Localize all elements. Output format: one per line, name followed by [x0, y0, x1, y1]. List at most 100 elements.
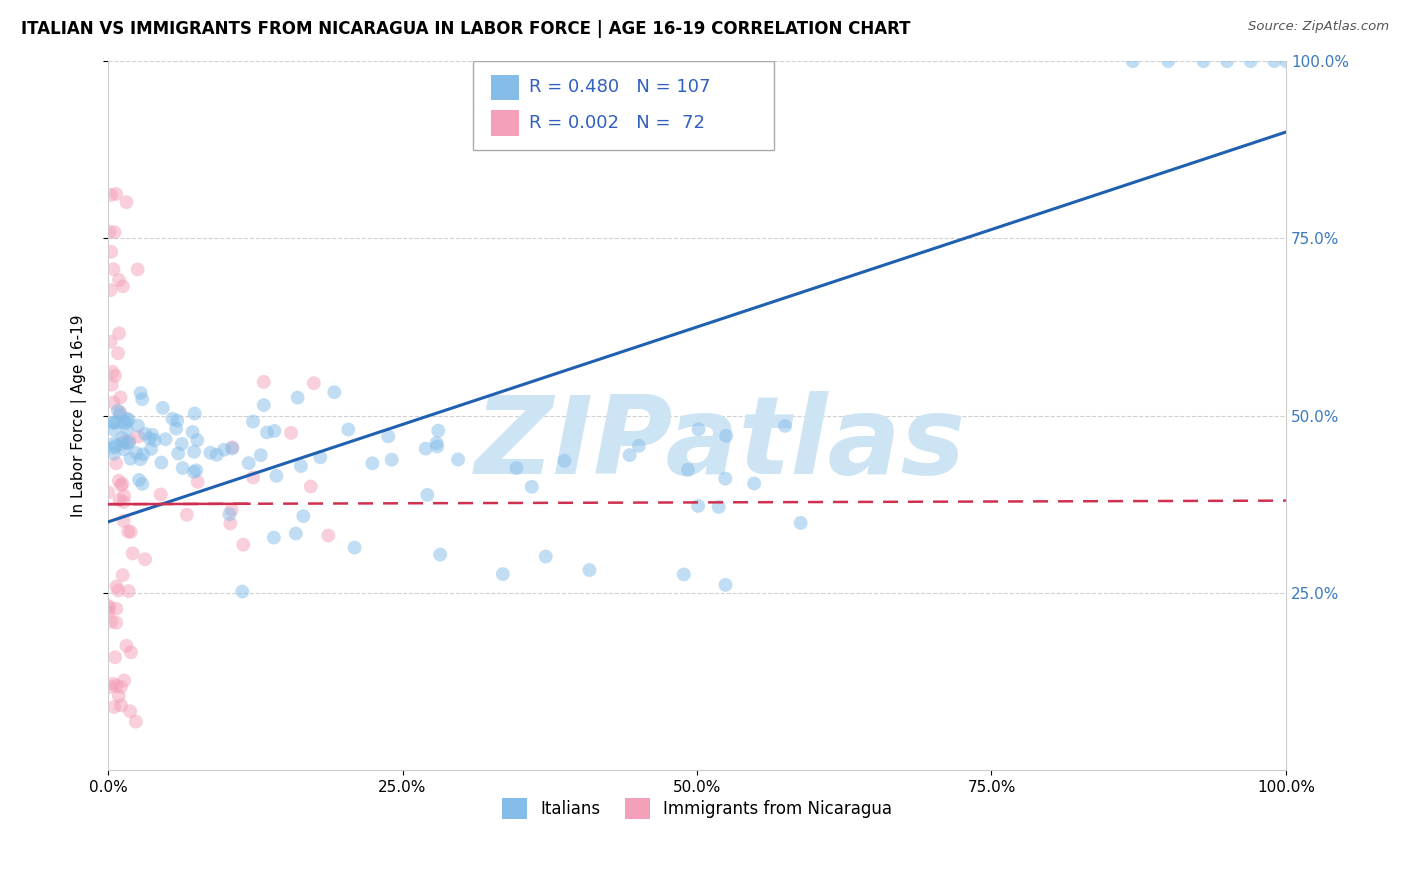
Point	[249, 448, 271, 462]
Point	[98, 600, 121, 615]
Point	[505, 461, 527, 475]
Point	[103, 225, 125, 239]
Point	[108, 689, 131, 703]
Point	[118, 434, 141, 448]
Point	[98, 225, 121, 239]
Point	[112, 514, 135, 528]
Point	[1216, 54, 1239, 69]
Point	[138, 432, 160, 446]
Point	[120, 645, 142, 659]
Point	[103, 395, 125, 409]
Point	[263, 531, 285, 545]
Point	[129, 386, 152, 401]
Point	[100, 334, 122, 349]
Point	[381, 452, 404, 467]
Point	[103, 423, 125, 437]
Point	[110, 698, 132, 713]
Text: ZIPatlas: ZIPatlas	[475, 391, 966, 497]
Point	[125, 714, 148, 729]
Point	[205, 448, 228, 462]
Point	[150, 456, 173, 470]
Point	[111, 431, 134, 445]
Point	[104, 368, 127, 383]
Point	[108, 492, 131, 507]
Point	[773, 418, 796, 433]
Point	[183, 444, 205, 458]
Point	[100, 244, 122, 259]
Text: R = 0.002   N =  72: R = 0.002 N = 72	[529, 114, 704, 132]
Point	[218, 507, 240, 521]
Point	[105, 679, 128, 693]
Text: Source: ZipAtlas.com: Source: ZipAtlas.com	[1249, 20, 1389, 33]
Point	[789, 516, 811, 530]
Point	[120, 704, 142, 718]
Point	[132, 447, 155, 461]
Point	[111, 477, 134, 491]
Legend: Italians, Immigrants from Nicaragua: Italians, Immigrants from Nicaragua	[495, 792, 898, 825]
Point	[100, 187, 122, 202]
Point	[361, 456, 384, 470]
Point	[105, 456, 128, 470]
Point	[111, 568, 134, 582]
Point	[120, 524, 142, 539]
Point	[447, 452, 470, 467]
Point	[143, 434, 166, 448]
Point	[101, 365, 124, 379]
Y-axis label: In Labor Force | Age 16-19: In Labor Force | Age 16-19	[72, 314, 87, 516]
Point	[103, 441, 125, 455]
Point	[427, 424, 450, 438]
Point	[212, 442, 235, 457]
Point	[112, 434, 135, 449]
Point	[117, 584, 139, 599]
Point	[1239, 54, 1261, 69]
Point	[187, 475, 209, 489]
Point	[97, 599, 120, 613]
Point	[107, 403, 129, 417]
Point	[115, 195, 138, 210]
Point	[103, 262, 125, 277]
Point	[627, 439, 650, 453]
Point	[688, 422, 710, 436]
Point	[186, 433, 208, 447]
Point	[139, 442, 162, 456]
FancyBboxPatch shape	[491, 75, 519, 100]
Point	[415, 442, 437, 456]
Point	[343, 541, 366, 555]
Point	[242, 415, 264, 429]
Point	[115, 423, 138, 437]
Point	[105, 186, 128, 201]
Point	[377, 429, 399, 443]
Point	[263, 424, 285, 438]
Point	[112, 415, 135, 429]
Point	[103, 677, 125, 691]
Point	[219, 516, 242, 531]
Point	[162, 412, 184, 426]
Point	[1192, 54, 1215, 69]
Point	[221, 440, 243, 454]
Point	[1122, 54, 1144, 69]
Point	[742, 476, 765, 491]
Point	[131, 392, 153, 407]
Point	[117, 524, 139, 539]
Point	[221, 442, 243, 456]
Point	[120, 451, 142, 466]
Point	[108, 273, 131, 287]
Point	[619, 448, 641, 462]
Point	[1157, 54, 1180, 69]
Point	[166, 414, 188, 428]
Point	[110, 478, 132, 492]
Point	[101, 377, 124, 392]
Point	[266, 468, 288, 483]
Point	[108, 474, 131, 488]
Point	[127, 418, 149, 433]
Point	[672, 567, 695, 582]
Point	[242, 470, 264, 484]
Point	[112, 489, 135, 503]
Point	[104, 650, 127, 665]
Point	[104, 439, 127, 453]
Point	[280, 425, 302, 440]
Point	[492, 567, 515, 582]
Point	[118, 435, 141, 450]
Point	[183, 465, 205, 479]
Point	[318, 528, 340, 542]
